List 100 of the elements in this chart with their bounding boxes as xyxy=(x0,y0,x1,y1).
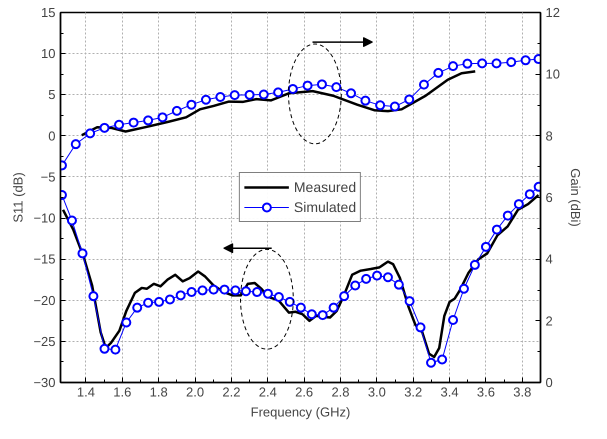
point xyxy=(240,286,251,296)
point xyxy=(437,354,448,364)
point xyxy=(186,287,197,298)
y-tick-label: −25 xyxy=(33,334,56,349)
y2-tick-label: 8 xyxy=(546,128,553,144)
point xyxy=(318,310,328,320)
x-tick-label: 2.6 xyxy=(295,384,314,400)
point xyxy=(458,284,469,294)
y-tick-label: −10 xyxy=(33,210,56,226)
point xyxy=(416,322,426,332)
point xyxy=(143,298,154,308)
y-tick-label: −15 xyxy=(33,252,56,267)
legend-label: Simulated xyxy=(294,199,356,215)
x-tick-label: 2.8 xyxy=(331,384,350,400)
point xyxy=(100,344,110,354)
point xyxy=(394,280,404,290)
y-tick-label: −30 xyxy=(33,375,56,390)
point xyxy=(520,55,531,66)
point xyxy=(110,344,120,355)
point xyxy=(220,284,230,295)
y-tick-label: 0 xyxy=(48,128,56,144)
point xyxy=(164,294,175,304)
point xyxy=(172,106,182,116)
point xyxy=(274,292,284,302)
point xyxy=(492,224,502,235)
point xyxy=(306,309,317,320)
point xyxy=(375,100,386,110)
x-tick-label: 3.4 xyxy=(440,384,459,400)
legend-label: Measured xyxy=(294,179,356,195)
point xyxy=(350,280,360,290)
point xyxy=(244,90,255,100)
point xyxy=(215,92,226,102)
point xyxy=(273,87,284,98)
y2-axis-title: Gain (dBi) xyxy=(568,168,583,227)
point xyxy=(514,199,524,210)
point xyxy=(506,57,516,68)
point xyxy=(346,88,356,98)
point xyxy=(404,296,415,306)
x-tick-label: 2.0 xyxy=(186,384,204,400)
y2-tick-label: 12 xyxy=(546,5,560,20)
y2-tick-label: 10 xyxy=(546,66,560,82)
point xyxy=(262,288,273,299)
point xyxy=(121,317,132,328)
x-axis-title: Frequency (GHz) xyxy=(250,404,350,420)
point xyxy=(404,94,414,104)
y-tick-label: −20 xyxy=(33,292,56,308)
point xyxy=(230,90,240,100)
point xyxy=(382,272,393,282)
point xyxy=(132,302,142,313)
point xyxy=(360,96,370,106)
point xyxy=(316,79,327,90)
point xyxy=(302,80,313,91)
point xyxy=(372,270,382,281)
point xyxy=(296,302,306,313)
point xyxy=(100,122,110,133)
y2-tick-label: 0 xyxy=(546,375,553,390)
point xyxy=(78,248,88,258)
point xyxy=(328,302,339,313)
point xyxy=(390,102,400,112)
point xyxy=(477,58,488,68)
point xyxy=(361,274,372,284)
point xyxy=(114,120,124,130)
point xyxy=(339,291,350,302)
y-tick-label: 15 xyxy=(41,5,56,20)
point xyxy=(448,61,458,72)
point xyxy=(288,84,298,94)
point xyxy=(524,189,535,200)
point xyxy=(230,285,240,296)
x-tick-label: 3.0 xyxy=(368,384,386,400)
point xyxy=(198,285,208,296)
x-tick-label: 3.6 xyxy=(476,384,495,400)
point xyxy=(88,291,98,302)
y-tick-label: −5 xyxy=(40,169,56,184)
x-tick-label: 3.8 xyxy=(513,384,532,400)
point xyxy=(448,315,458,326)
point xyxy=(200,94,211,105)
y2-tick-label: 4 xyxy=(546,252,553,267)
point xyxy=(85,128,96,138)
point xyxy=(158,112,168,122)
point xyxy=(128,118,139,128)
point xyxy=(70,139,81,150)
x-tick-label: 2.2 xyxy=(222,384,240,400)
point xyxy=(208,284,219,295)
y-tick-label: 5 xyxy=(48,87,56,102)
point xyxy=(176,290,186,300)
point xyxy=(470,260,480,270)
point xyxy=(331,82,342,92)
point xyxy=(252,287,262,298)
x-tick-label: 1.4 xyxy=(76,384,95,400)
point xyxy=(143,115,154,126)
x-tick-label: 2.4 xyxy=(258,384,277,400)
y2-tick-label: 6 xyxy=(546,190,553,205)
point xyxy=(462,58,472,69)
point xyxy=(502,210,513,221)
point xyxy=(258,90,269,100)
x-tick-label: 1.8 xyxy=(150,384,168,400)
point xyxy=(426,358,436,368)
point xyxy=(492,58,502,68)
x-tick-label: 1.6 xyxy=(113,384,132,400)
y2-tick-label: 2 xyxy=(546,313,553,328)
